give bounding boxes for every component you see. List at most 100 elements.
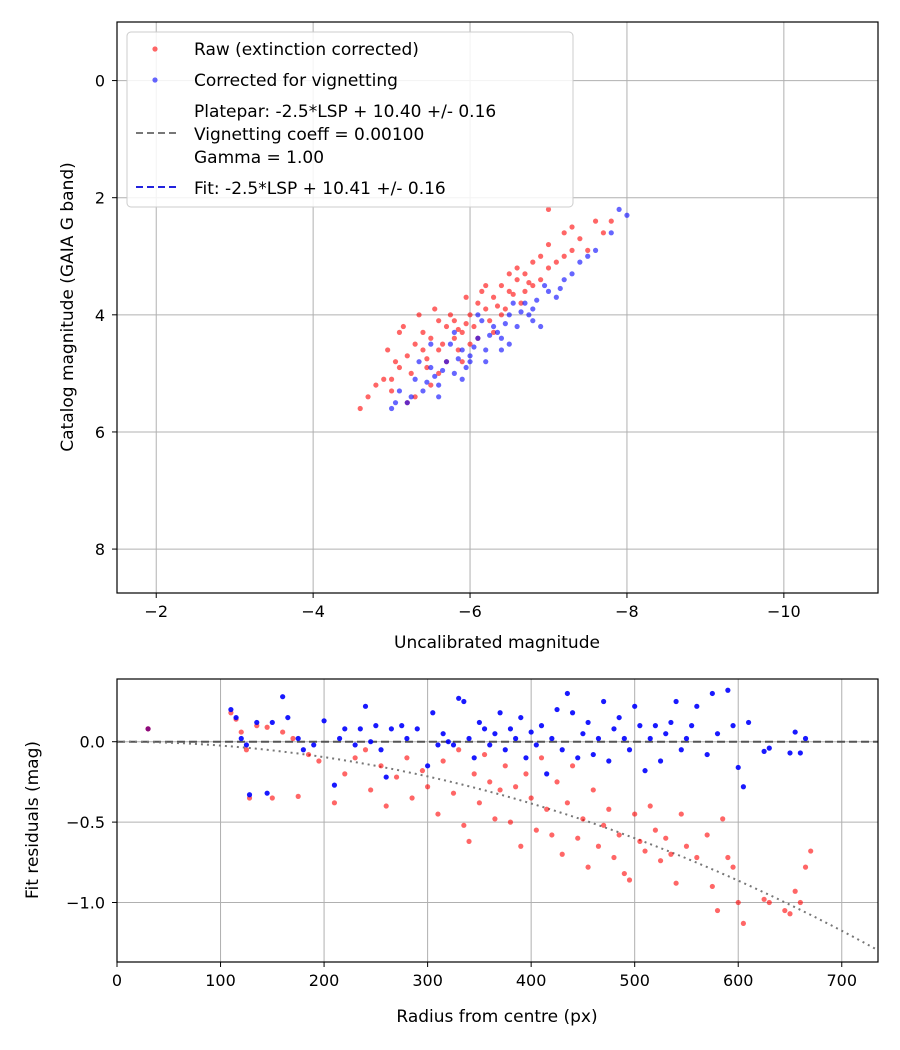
bottom-point xyxy=(714,907,721,914)
bottom-point xyxy=(621,870,627,877)
top-point xyxy=(436,382,442,388)
top-point xyxy=(498,312,505,318)
bottom-point xyxy=(606,806,612,812)
top-ytick-label: 6 xyxy=(95,423,105,442)
top-point xyxy=(432,373,438,379)
bottom-point xyxy=(280,694,286,700)
top-point xyxy=(518,309,524,315)
bottom-point xyxy=(704,751,710,758)
top-point xyxy=(396,388,403,394)
bottom-point xyxy=(404,735,410,742)
bottom-point xyxy=(497,787,503,793)
top-point xyxy=(424,379,430,385)
bottom-point xyxy=(647,735,653,742)
top-point xyxy=(396,329,403,335)
bottom-point xyxy=(352,742,358,748)
legend-gamma-label: Gamma = 1.00 xyxy=(194,148,324,168)
top-point xyxy=(420,329,426,335)
bottom-point xyxy=(626,747,633,753)
top-point xyxy=(436,394,442,400)
bottom-ytick-label: −1.0 xyxy=(66,894,105,913)
top-point xyxy=(443,359,450,365)
bottom-point xyxy=(611,854,617,861)
bottom-point xyxy=(507,726,514,732)
bottom-point xyxy=(652,723,658,729)
top-point xyxy=(608,230,614,236)
top-point xyxy=(483,306,489,312)
bottom-point xyxy=(802,864,809,870)
bottom-point xyxy=(264,724,270,730)
bottom-point xyxy=(663,835,669,841)
bottom-point xyxy=(393,774,400,780)
bottom-point xyxy=(280,729,286,735)
bottom-point xyxy=(440,758,446,764)
top-point xyxy=(404,353,410,359)
bottom-point xyxy=(445,739,451,745)
bottom-point xyxy=(745,719,752,726)
top-point xyxy=(475,300,481,306)
top-point xyxy=(490,329,497,335)
bottom-point xyxy=(362,747,369,753)
top-point xyxy=(545,206,552,213)
bottom-point xyxy=(569,763,576,769)
bottom-grid xyxy=(116,679,878,962)
bottom-point xyxy=(492,731,498,737)
bottom-point xyxy=(414,726,420,732)
top-point xyxy=(538,253,544,259)
top-point xyxy=(396,364,403,371)
bottom-point xyxy=(290,735,296,742)
top-point xyxy=(459,347,465,353)
bottom-point xyxy=(740,920,747,927)
bottom-point xyxy=(285,714,291,721)
bottom-point xyxy=(538,755,545,761)
top-point xyxy=(447,312,454,318)
top-point xyxy=(408,394,414,400)
bottom-reference-lines xyxy=(117,740,878,952)
top-point xyxy=(608,218,614,224)
top-point xyxy=(553,294,559,300)
bottom-point xyxy=(601,822,607,828)
top-point xyxy=(534,297,540,303)
bottom-point xyxy=(425,763,431,769)
top-point xyxy=(494,303,501,309)
top-point xyxy=(506,288,512,294)
bottom-xlabel: Radius from centre (px) xyxy=(396,1007,597,1027)
bottom-point xyxy=(647,803,653,809)
bottom-point xyxy=(430,710,436,716)
legend-box xyxy=(126,31,574,208)
bottom-point xyxy=(735,764,741,771)
legend-fit-label: Fit: -2.5*LSP + 10.41 +/- 0.16 xyxy=(194,179,446,199)
top-point xyxy=(553,259,559,265)
top-point xyxy=(538,277,544,283)
bottom-point xyxy=(761,748,767,754)
top-point xyxy=(592,218,599,224)
bottom-point xyxy=(632,703,638,709)
bottom-xtick-label: 300 xyxy=(412,971,443,990)
top-point xyxy=(420,347,426,353)
top-point xyxy=(455,326,461,333)
top-point xyxy=(459,329,465,335)
bottom-point xyxy=(425,784,431,790)
bottom-point xyxy=(362,703,369,709)
top-point xyxy=(498,282,505,289)
bottom-point xyxy=(145,726,151,732)
bottom-point xyxy=(471,755,477,761)
bottom-point xyxy=(487,742,493,748)
bottom-xtick-label: 600 xyxy=(723,971,754,990)
bottom-xtick-label: 0 xyxy=(112,971,122,990)
bottom-point xyxy=(383,803,389,809)
bottom-point xyxy=(466,735,472,742)
top-point xyxy=(385,347,391,353)
bottom-point xyxy=(316,758,322,764)
bottom-ytick-label: 0.0 xyxy=(80,733,105,752)
top-ylabel: Catalog magnitude (GAIA G band) xyxy=(58,162,78,452)
bottom-point xyxy=(461,822,467,828)
bottom-point xyxy=(295,793,301,799)
bottom-point xyxy=(533,742,539,748)
bottom-point xyxy=(513,735,519,742)
bottom-point xyxy=(549,735,555,742)
bottom-point xyxy=(246,792,253,798)
top-point xyxy=(392,359,399,365)
top-scatter-points xyxy=(357,206,630,412)
